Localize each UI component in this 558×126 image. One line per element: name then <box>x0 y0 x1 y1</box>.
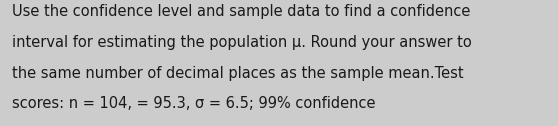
Text: interval for estimating the population μ. Round your answer to: interval for estimating the population μ… <box>12 35 472 50</box>
Text: scores: n = 104, ​= 95.3, σ = 6.5; 99% confidence: scores: n = 104, ​= 95.3, σ = 6.5; 99% c… <box>12 96 376 111</box>
Text: the same number of decimal places as the sample mean.​Test: the same number of decimal places as the… <box>12 66 464 81</box>
Text: Use the confidence level and sample data to find a confidence: Use the confidence level and sample data… <box>12 4 470 19</box>
